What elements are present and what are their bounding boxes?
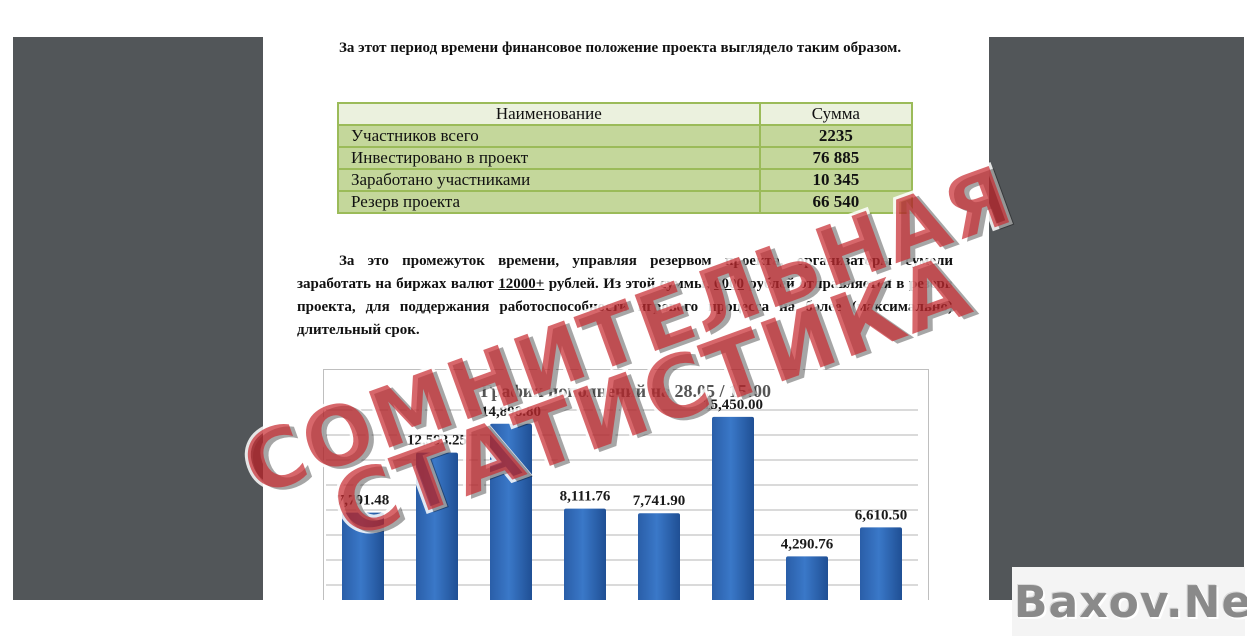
amount-earned: 12000+: [498, 276, 545, 292]
chart-bar: [342, 512, 384, 600]
chart-data-label: 14,898.80: [481, 404, 541, 420]
table-cell-value: 66 540: [758, 190, 914, 214]
chart-bar: [860, 527, 902, 600]
intro-paragraph: За этот период времени финансовое положе…: [339, 40, 902, 56]
chart-bar: [416, 452, 458, 600]
chart-bar: [638, 513, 680, 600]
table-cell-name: Участников всего: [337, 124, 761, 148]
chart-bar: [786, 556, 828, 600]
table-row: Резерв проекта 66 540: [337, 190, 914, 214]
chart-data-label: 12,593.25: [407, 433, 467, 449]
table-cell-value: 76 885: [758, 146, 914, 170]
table-header-row: Наименование Сумма: [337, 102, 914, 126]
earnings-paragraph: За это промежуток времени, управляя резе…: [297, 253, 954, 338]
finance-table: Наименование Сумма Участников всего 2235…: [337, 102, 914, 214]
chart-data-label: 6,610.50: [855, 507, 908, 523]
site-logo: Baxov.Net: [1014, 577, 1247, 628]
amount-reserved: 6000: [713, 276, 744, 292]
chart-bar: [490, 423, 532, 600]
table-header-sum: Сумма: [758, 102, 914, 126]
table-cell-name: Инвестировано в проект: [337, 146, 761, 170]
table-header-name: Наименование: [337, 102, 761, 126]
chart-bar: [564, 508, 606, 600]
table-cell-name: Заработано участниками: [337, 168, 761, 192]
table-row: Заработано участниками 10 345: [337, 168, 914, 192]
chart-data-label: 7,741.90: [633, 493, 686, 509]
chart-title: График пополнений на 28.05 / 15:00: [481, 381, 771, 401]
deposits-chart: График пополнений на 28.05 / 15:00 7,791.…: [323, 369, 929, 600]
table-cell-value: 10 345: [758, 168, 914, 192]
table-row: Инвестировано в проект 76 885: [337, 146, 914, 170]
chart-canvas: График пополнений на 28.05 / 15:00 7,791.…: [326, 381, 918, 600]
chart-bar: [712, 416, 754, 600]
table-cell-value: 2235: [758, 124, 914, 148]
table-row: Участников всего 2235: [337, 124, 914, 148]
chart-data-label: 7,791.48: [337, 493, 390, 509]
chart-data-label: 8,111.76: [560, 489, 611, 505]
document-page: За этот период времени финансовое положе…: [263, 37, 989, 600]
chart-data-label: 4,290.76: [781, 536, 834, 552]
site-logo-box: [1012, 567, 1245, 636]
table-cell-name: Резерв проекта: [337, 190, 761, 214]
chart-data-label: 15,450.00: [703, 397, 763, 413]
